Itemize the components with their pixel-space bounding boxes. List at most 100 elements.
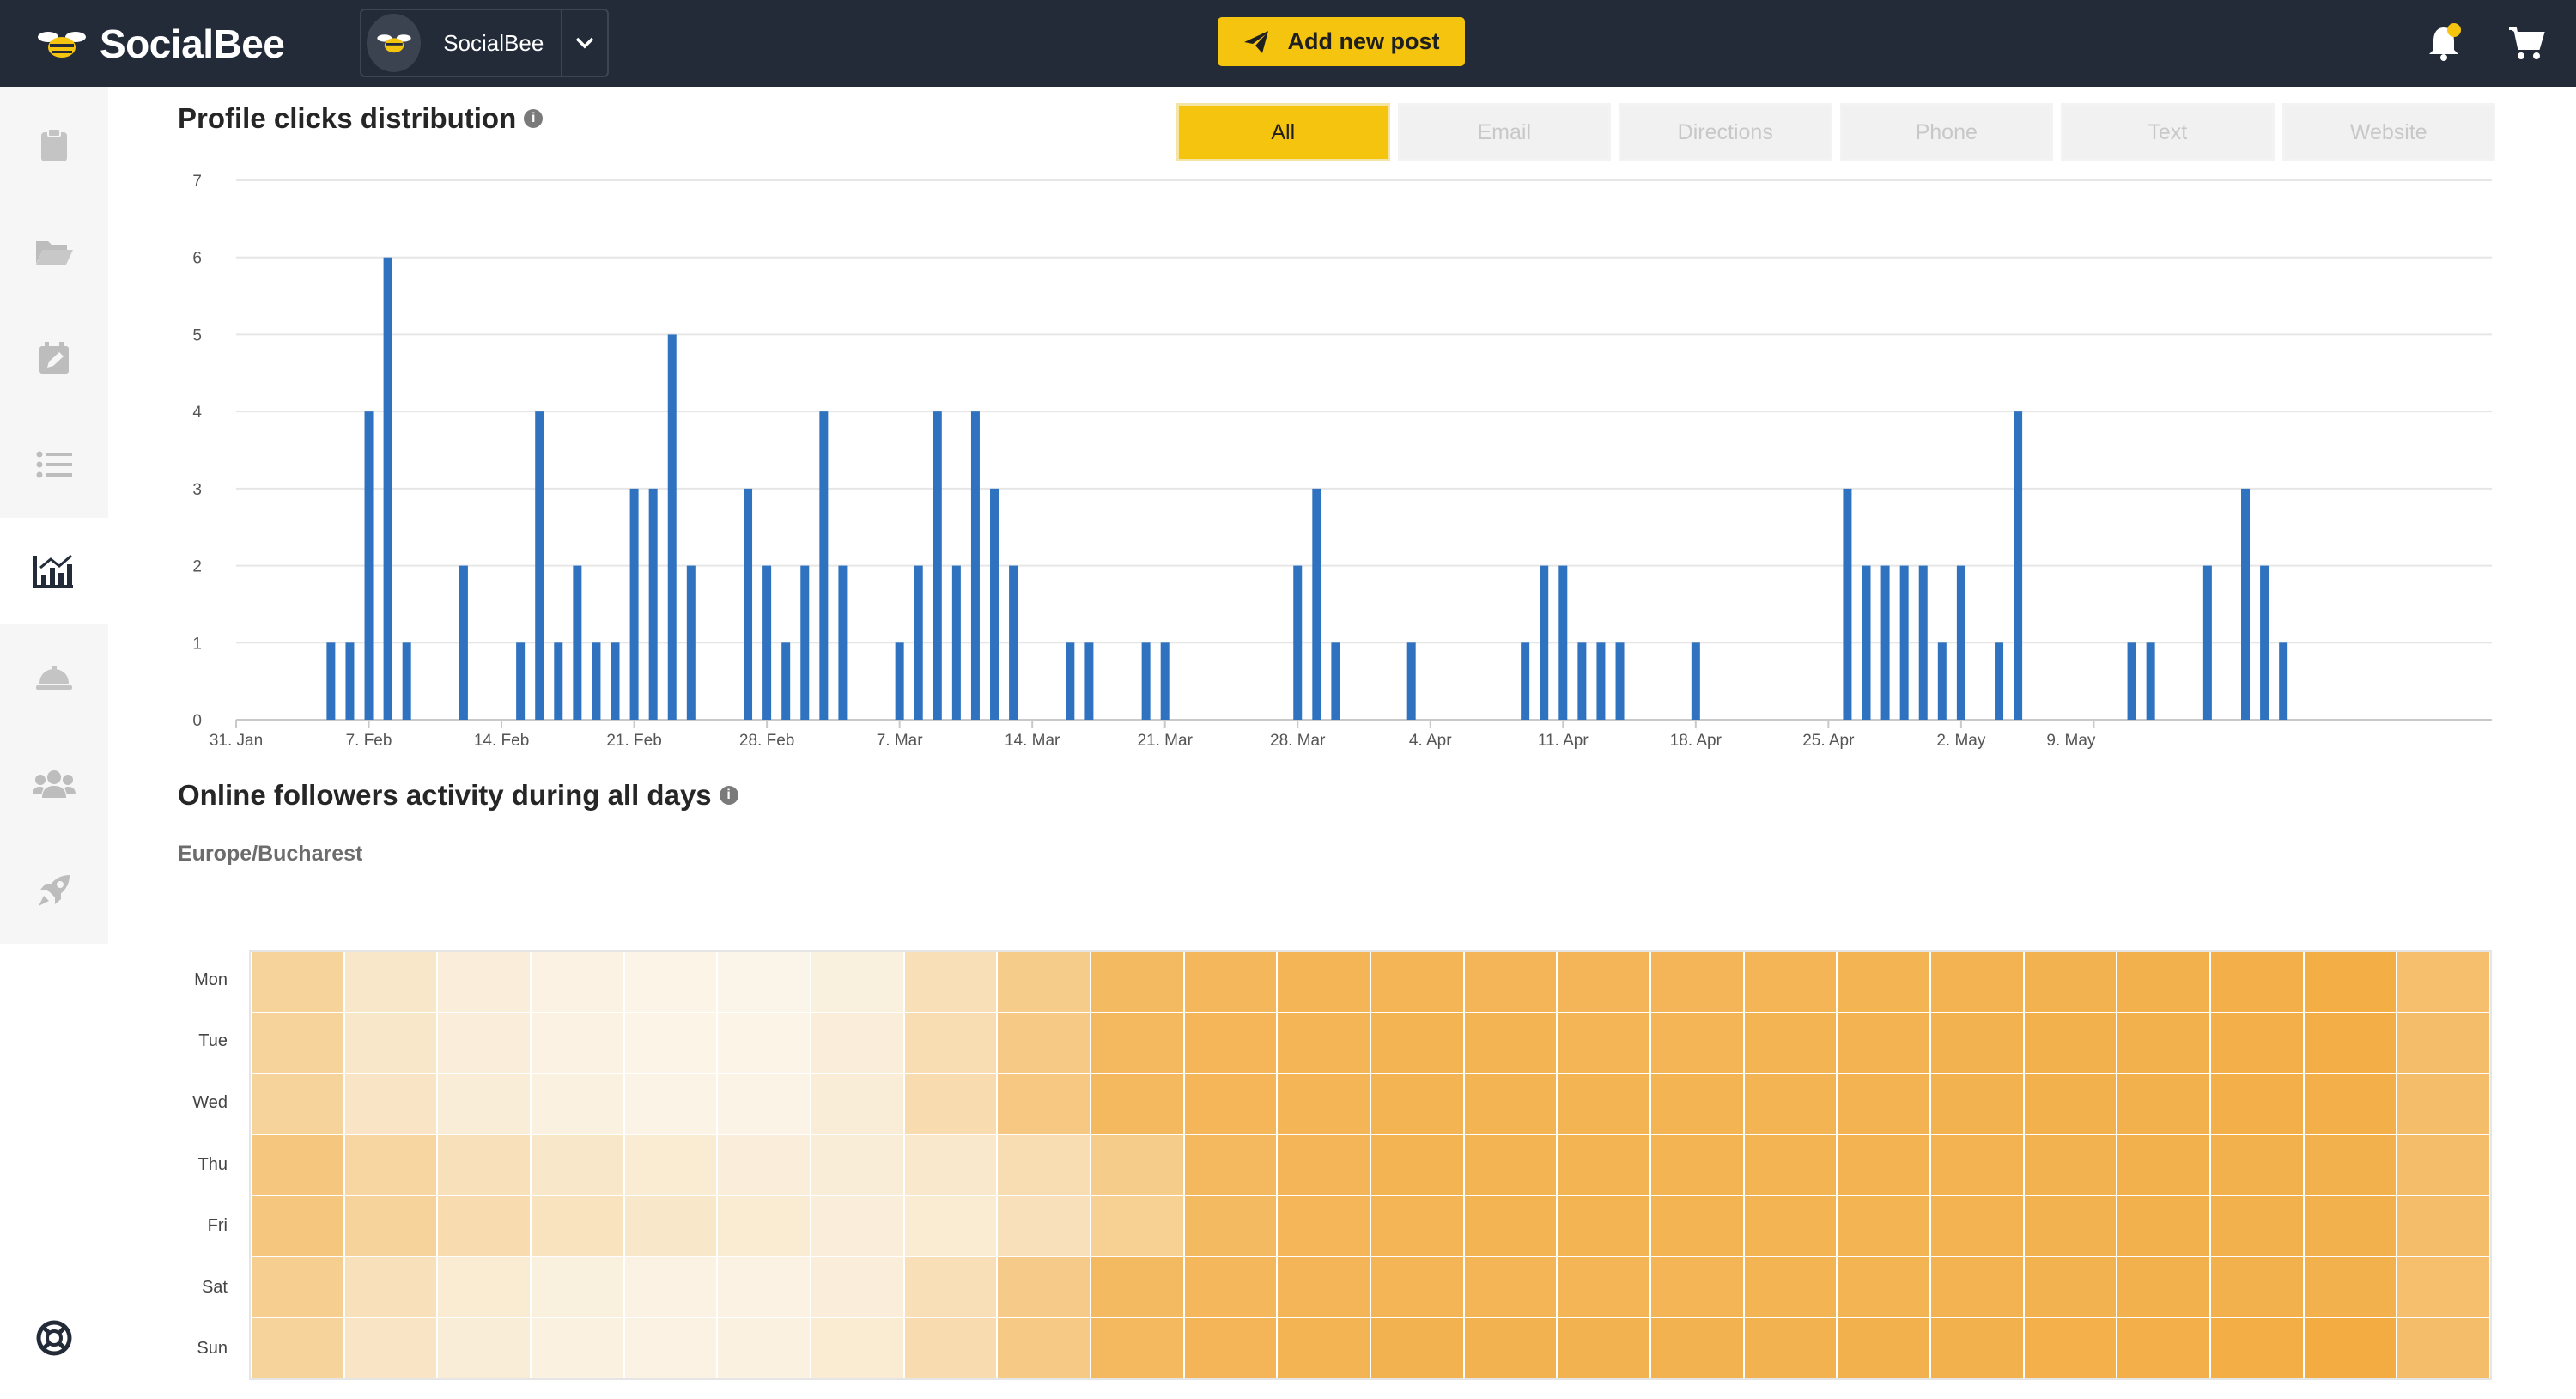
filter-text-button[interactable]: Text bbox=[2061, 103, 2275, 161]
chart-bar[interactable] bbox=[1084, 642, 1094, 720]
heatmap-cell[interactable] bbox=[2023, 1074, 2117, 1134]
heatmap-cell[interactable] bbox=[343, 952, 438, 1013]
heatmap-cell[interactable] bbox=[1557, 1134, 1650, 1195]
heatmap-cell[interactable] bbox=[623, 952, 718, 1013]
heatmap-cell[interactable] bbox=[1649, 1134, 1744, 1195]
heatmap-cell[interactable] bbox=[343, 1317, 438, 1378]
chart-bar[interactable] bbox=[1558, 565, 1568, 720]
heatmap-cell[interactable] bbox=[1277, 1134, 1370, 1195]
heatmap-cell[interactable] bbox=[2303, 1317, 2397, 1378]
chart-bar[interactable] bbox=[1312, 488, 1321, 720]
heatmap-cell[interactable] bbox=[2303, 1256, 2397, 1317]
chart-bar[interactable] bbox=[951, 565, 961, 720]
heatmap-cell[interactable] bbox=[251, 1074, 344, 1134]
heatmap-cell[interactable] bbox=[810, 1195, 904, 1256]
heatmap-cell[interactable] bbox=[903, 1195, 998, 1256]
heatmap-cell[interactable] bbox=[1183, 1134, 1278, 1195]
heatmap-cell[interactable] bbox=[2209, 1317, 2304, 1378]
chart-bar[interactable] bbox=[1521, 642, 1530, 720]
heatmap-cell[interactable] bbox=[997, 952, 1091, 1013]
chart-bar[interactable] bbox=[819, 411, 829, 720]
sidebar-item-analytics[interactable] bbox=[0, 518, 108, 624]
chart-bar[interactable] bbox=[838, 565, 848, 720]
heatmap-cell[interactable] bbox=[2303, 1074, 2397, 1134]
chart-bar[interactable] bbox=[2279, 642, 2288, 720]
heatmap-cell[interactable] bbox=[251, 952, 344, 1013]
heatmap-cell[interactable] bbox=[2023, 952, 2117, 1013]
heatmap-cell[interactable] bbox=[1837, 1013, 1930, 1074]
heatmap-cell[interactable] bbox=[1463, 1317, 1558, 1378]
heatmap-cell[interactable] bbox=[2209, 1195, 2304, 1256]
heatmap-cell[interactable] bbox=[1090, 1013, 1184, 1074]
heatmap-cell[interactable] bbox=[997, 1195, 1091, 1256]
heatmap-cell[interactable] bbox=[717, 1317, 811, 1378]
chart-bar[interactable] bbox=[573, 565, 582, 720]
heatmap-cell[interactable] bbox=[1463, 1074, 1558, 1134]
chart-bar[interactable] bbox=[800, 565, 810, 720]
heatmap-cell[interactable] bbox=[1557, 1317, 1650, 1378]
heatmap-cell[interactable] bbox=[1370, 1256, 1464, 1317]
heatmap-cell[interactable] bbox=[997, 1256, 1091, 1317]
chart-bar[interactable] bbox=[459, 565, 468, 720]
sidebar-item-schedule[interactable] bbox=[0, 305, 108, 411]
heatmap-cell[interactable] bbox=[1837, 1256, 1930, 1317]
filter-website-button[interactable]: Website bbox=[2281, 103, 2495, 161]
heatmap-cell[interactable] bbox=[343, 1074, 438, 1134]
heatmap-cell[interactable] bbox=[1837, 952, 1930, 1013]
chart-bar[interactable] bbox=[383, 257, 392, 720]
cart-icon[interactable] bbox=[2507, 24, 2545, 62]
heatmap-cell[interactable] bbox=[437, 1013, 531, 1074]
heatmap-cell[interactable] bbox=[903, 1317, 998, 1378]
chart-bar[interactable] bbox=[1141, 642, 1151, 720]
heatmap-cell[interactable] bbox=[1649, 1317, 1744, 1378]
chart-bar[interactable] bbox=[1293, 565, 1303, 720]
heatmap-cell[interactable] bbox=[2117, 1013, 2210, 1074]
heatmap-cell[interactable] bbox=[1090, 952, 1184, 1013]
chart-bar[interactable] bbox=[1066, 642, 1075, 720]
heatmap-cell[interactable] bbox=[1463, 1195, 1558, 1256]
chart-bar[interactable] bbox=[1160, 642, 1170, 720]
heatmap-cell[interactable] bbox=[2117, 952, 2210, 1013]
chart-bar[interactable] bbox=[345, 642, 355, 720]
heatmap-cell[interactable] bbox=[810, 1013, 904, 1074]
heatmap-cell[interactable] bbox=[530, 1256, 624, 1317]
heatmap-cell[interactable] bbox=[997, 1074, 1091, 1134]
heatmap-cell[interactable] bbox=[1277, 1317, 1370, 1378]
heatmap-cell[interactable] bbox=[623, 1074, 718, 1134]
heatmap-cell[interactable] bbox=[1743, 1013, 1838, 1074]
heatmap-cell[interactable] bbox=[530, 1195, 624, 1256]
heatmap-cell[interactable] bbox=[2397, 1317, 2490, 1378]
heatmap-cell[interactable] bbox=[903, 1256, 998, 1317]
chart-bar[interactable] bbox=[1899, 565, 1909, 720]
heatmap-cell[interactable] bbox=[2117, 1074, 2210, 1134]
chevron-down-icon[interactable] bbox=[562, 9, 607, 76]
heatmap-cell[interactable] bbox=[1557, 1013, 1650, 1074]
chart-bar[interactable] bbox=[1956, 565, 1965, 720]
filter-all-button[interactable]: All bbox=[1176, 103, 1390, 161]
chart-bar[interactable] bbox=[1918, 565, 1928, 720]
chart-bar[interactable] bbox=[2127, 642, 2136, 720]
heatmap-cell[interactable] bbox=[1463, 1013, 1558, 1074]
heatmap-cell[interactable] bbox=[1370, 952, 1464, 1013]
heatmap-cell[interactable] bbox=[2023, 1195, 2117, 1256]
heatmap-cell[interactable] bbox=[343, 1134, 438, 1195]
heatmap-cell[interactable] bbox=[1929, 1195, 2024, 1256]
heatmap-cell[interactable] bbox=[437, 952, 531, 1013]
heatmap-cell[interactable] bbox=[2023, 1134, 2117, 1195]
info-icon[interactable]: i bbox=[524, 109, 544, 128]
heatmap-cell[interactable] bbox=[623, 1195, 718, 1256]
chart-bar[interactable] bbox=[1331, 642, 1340, 720]
heatmap-cell[interactable] bbox=[1277, 1256, 1370, 1317]
heatmap-cell[interactable] bbox=[1837, 1317, 1930, 1378]
heatmap-cell[interactable] bbox=[2397, 1013, 2490, 1074]
heatmap-cell[interactable] bbox=[810, 952, 904, 1013]
heatmap-cell[interactable] bbox=[1557, 1195, 1650, 1256]
chart-bar[interactable] bbox=[629, 488, 639, 720]
heatmap-cell[interactable] bbox=[530, 952, 624, 1013]
heatmap-cell[interactable] bbox=[1649, 1256, 1744, 1317]
sidebar-item-team[interactable] bbox=[0, 731, 108, 837]
heatmap-cell[interactable] bbox=[717, 952, 811, 1013]
heatmap-cell[interactable] bbox=[717, 1134, 811, 1195]
heatmap-cell[interactable] bbox=[437, 1195, 531, 1256]
heatmap-cell[interactable] bbox=[2397, 1256, 2490, 1317]
